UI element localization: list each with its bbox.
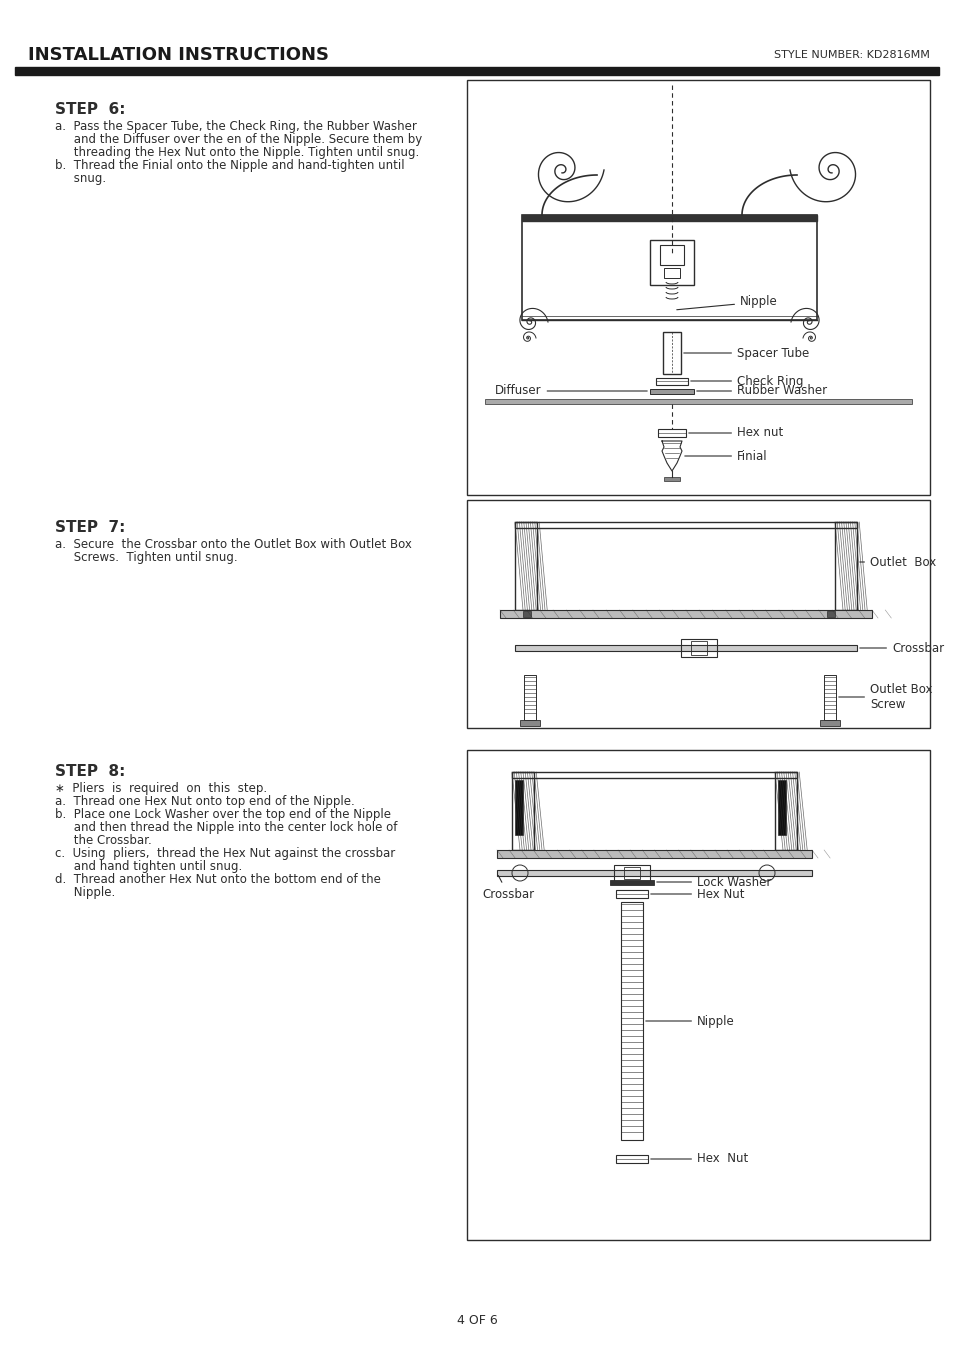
Text: STEP  8:: STEP 8: — [55, 765, 125, 780]
Bar — [616, 1155, 647, 1163]
Text: Outlet Box
Screw: Outlet Box Screw — [838, 684, 931, 711]
Bar — [820, 720, 840, 725]
Bar — [649, 389, 693, 394]
Bar — [519, 720, 539, 725]
Text: STEP  7:: STEP 7: — [55, 520, 125, 535]
Text: Lock Washer: Lock Washer — [656, 875, 771, 889]
Bar — [515, 644, 856, 651]
Text: STYLE NUMBER: KD2816MM: STYLE NUMBER: KD2816MM — [773, 50, 929, 59]
Bar — [616, 890, 647, 898]
Text: and then thread the Nipple into the center lock hole of: and then thread the Nipple into the cent… — [55, 821, 397, 834]
Text: a.  Secure  the Crossbar onto the Outlet Box with Outlet Box: a. Secure the Crossbar onto the Outlet B… — [55, 538, 412, 551]
Text: 4 OF 6: 4 OF 6 — [456, 1313, 497, 1327]
Text: Finial: Finial — [684, 450, 767, 462]
Bar — [609, 880, 654, 885]
Text: Outlet  Box: Outlet Box — [859, 555, 935, 569]
Bar — [467, 500, 929, 728]
Bar — [522, 611, 531, 617]
Text: Crossbar: Crossbar — [481, 875, 534, 901]
Bar — [512, 771, 796, 778]
Bar — [778, 780, 785, 835]
Bar — [515, 521, 537, 611]
Text: ∗  Pliers  is  required  on  this  step.: ∗ Pliers is required on this step. — [55, 782, 267, 794]
Bar — [620, 902, 642, 1140]
Text: and the Diffuser over the en of the Nipple. Secure them by: and the Diffuser over the en of the Nipp… — [55, 132, 422, 146]
Bar — [497, 850, 811, 858]
Text: a.  Thread one Hex Nut onto top end of the Nipple.: a. Thread one Hex Nut onto top end of th… — [55, 794, 355, 808]
Text: Hex  Nut: Hex Nut — [650, 1152, 747, 1166]
Text: snug.: snug. — [55, 172, 106, 185]
Text: INSTALLATION INSTRUCTIONS: INSTALLATION INSTRUCTIONS — [28, 46, 329, 63]
Text: Check Ring: Check Ring — [690, 374, 802, 388]
Bar — [15, 68, 938, 76]
Text: Spacer Tube: Spacer Tube — [683, 346, 808, 359]
Bar — [497, 870, 811, 875]
Text: Diffuser: Diffuser — [495, 385, 646, 397]
Bar — [515, 521, 856, 528]
Text: Hex nut: Hex nut — [688, 427, 782, 439]
Text: Rubber Washer: Rubber Washer — [696, 385, 826, 397]
Text: b.  Thread the Finial onto the Nipple and hand-tighten until: b. Thread the Finial onto the Nipple and… — [55, 159, 404, 172]
Text: and hand tighten until snug.: and hand tighten until snug. — [55, 861, 242, 873]
Bar — [523, 676, 536, 720]
Bar — [623, 867, 639, 880]
Bar — [467, 750, 929, 1240]
Text: a.  Pass the Spacer Tube, the Check Ring, the Rubber Washer: a. Pass the Spacer Tube, the Check Ring,… — [55, 120, 416, 132]
Bar — [658, 430, 685, 436]
Bar — [614, 865, 649, 881]
Bar — [680, 639, 717, 657]
Text: threading the Hex Nut onto the Nipple. Tighten until snug.: threading the Hex Nut onto the Nipple. T… — [55, 146, 418, 159]
Text: c.  Using  pliers,  thread the Hex Nut against the crossbar: c. Using pliers, thread the Hex Nut agai… — [55, 847, 395, 861]
Bar — [774, 771, 796, 850]
Text: Nipple.: Nipple. — [55, 886, 115, 898]
Text: STEP  6:: STEP 6: — [55, 101, 126, 118]
Bar — [826, 611, 834, 617]
Bar — [512, 771, 534, 850]
Bar — [656, 378, 687, 385]
Text: Crossbar: Crossbar — [859, 642, 943, 654]
Text: Nipple: Nipple — [645, 1015, 734, 1028]
Bar — [690, 640, 706, 655]
Bar — [834, 521, 856, 611]
Bar — [521, 215, 816, 320]
Bar — [662, 332, 680, 374]
Bar — [515, 780, 522, 835]
Text: d.  Thread another Hex Nut onto the bottom end of the: d. Thread another Hex Nut onto the botto… — [55, 873, 380, 886]
Bar — [663, 267, 679, 278]
Bar — [467, 80, 929, 494]
Text: the Crossbar.: the Crossbar. — [55, 834, 152, 847]
Text: Screws.  Tighten until snug.: Screws. Tighten until snug. — [55, 551, 237, 563]
Bar — [521, 215, 816, 222]
Bar — [659, 245, 683, 265]
Bar — [499, 611, 871, 617]
Bar — [823, 676, 835, 720]
Text: Nipple: Nipple — [676, 296, 777, 309]
Bar — [484, 399, 911, 404]
Text: Hex Nut: Hex Nut — [650, 888, 743, 901]
Text: b.  Place one Lock Washer over the top end of the Nipple: b. Place one Lock Washer over the top en… — [55, 808, 391, 821]
Bar — [663, 477, 679, 481]
Bar — [649, 240, 693, 285]
